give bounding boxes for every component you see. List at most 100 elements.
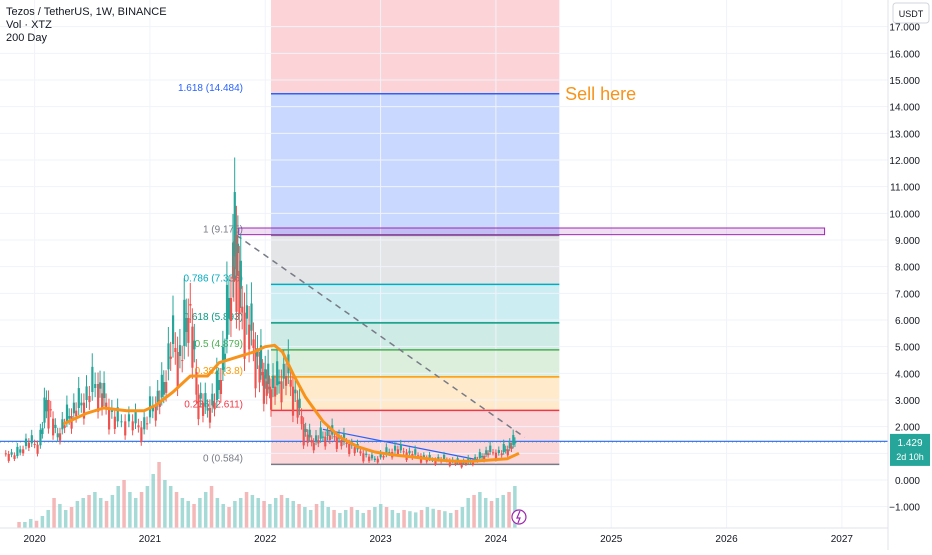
volume-bar (233, 501, 237, 528)
volume-bar (81, 498, 85, 528)
volume-bar (443, 511, 447, 528)
y-tick-label: 7.000 (895, 289, 920, 300)
volume-bar (23, 522, 27, 528)
candle-body (373, 458, 377, 460)
target-box[interactable] (238, 227, 826, 236)
candle-body (298, 398, 301, 408)
symbol-title[interactable]: Tezos / TetherUS, 1W, BINANCE (6, 6, 167, 18)
candle-body (478, 452, 481, 459)
fib-level-label: 0.5 (4.879) (195, 339, 243, 350)
volume-bar (133, 498, 138, 528)
candle-body (176, 352, 179, 387)
volume-legend[interactable]: Vol · XTZ (6, 19, 52, 31)
trend-line[interactable] (235, 234, 526, 438)
volume-bar (110, 495, 115, 528)
candle-body (481, 456, 484, 458)
volume-bar (34, 520, 39, 528)
candle-body (485, 450, 488, 455)
annotation-sell-here[interactable]: Sell here (565, 84, 636, 104)
candle-body (39, 429, 42, 446)
candle-body (16, 446, 19, 456)
candle-body (183, 299, 186, 346)
candle-body (211, 393, 214, 406)
volume-bar (209, 486, 214, 528)
candle-body (22, 449, 25, 454)
volume-bar (437, 510, 441, 528)
candle-body (204, 393, 207, 407)
candle-body (236, 243, 240, 254)
candle-body (88, 396, 91, 403)
fib-zone-extension (271, 93, 560, 236)
volume-bar (466, 498, 470, 528)
volume-bar (332, 510, 336, 528)
candle-body (262, 375, 266, 404)
candle-body (319, 427, 322, 439)
candle-body (199, 392, 202, 399)
volume-bar (448, 513, 453, 528)
volume-bar (384, 507, 389, 528)
candle-body (134, 411, 137, 424)
candle-body (49, 409, 52, 411)
candle-body (414, 449, 417, 455)
candle-body (454, 461, 457, 465)
volume-bar (378, 504, 383, 528)
candle-body (502, 443, 505, 452)
flash-glyph (516, 510, 521, 524)
volume-bar (215, 498, 220, 528)
y-tick-label: 2.000 (895, 423, 920, 434)
candle-body (474, 456, 477, 461)
volume-bar (250, 495, 255, 528)
candle-body (379, 453, 382, 458)
candle-body (146, 423, 149, 425)
volume-bar (297, 504, 301, 528)
volume-bar (93, 492, 97, 528)
volume-bar (507, 492, 511, 528)
volume-bar (314, 504, 319, 528)
event-flash-icon[interactable] (511, 509, 527, 525)
candle-body (178, 345, 182, 356)
chart-legend: Tezos / TetherUS, 1W, BINANCE Vol · XTZ … (6, 6, 167, 45)
fib-level-label: 0.618 (5.893) (184, 312, 244, 323)
candle-body (219, 380, 223, 394)
candle-body (208, 408, 212, 423)
moving-average-line[interactable] (62, 343, 520, 463)
volume-bar (367, 510, 371, 528)
candle-body (428, 454, 431, 459)
candle-body (434, 459, 437, 465)
fib-zone (271, 235, 560, 285)
candle-body (232, 266, 236, 282)
fib-zone (271, 349, 560, 377)
candle-body (85, 386, 88, 400)
volume-bar (139, 492, 144, 528)
x-tick-label: 2027 (831, 534, 854, 545)
volume-bar (186, 501, 190, 528)
volume-bar (256, 498, 260, 528)
candle-body (195, 372, 198, 395)
candle-body (13, 455, 16, 459)
currency-label[interactable]: USDT (899, 9, 924, 19)
candle-body (408, 450, 411, 454)
x-tick-label: 2024 (485, 534, 508, 545)
candle-body (342, 433, 346, 442)
volume-bar (303, 507, 307, 528)
candle-body (335, 437, 338, 449)
currency-button[interactable] (892, 2, 930, 24)
y-tick-label: 11.000 (890, 183, 920, 194)
volume-bar (69, 507, 74, 528)
candle-body (99, 382, 102, 389)
volume-bar (338, 513, 342, 528)
candle-body (215, 370, 219, 400)
y-tick-label: 14.000 (889, 103, 920, 114)
candle-body (54, 424, 57, 428)
candle-body (291, 386, 295, 416)
ma-legend[interactable]: 200 Day (6, 32, 47, 44)
candle-body (156, 390, 159, 403)
candle-body (124, 421, 127, 436)
volume-bar (58, 504, 62, 528)
volume-bar (128, 492, 132, 528)
volume-bar (273, 498, 278, 528)
candle-body (181, 360, 184, 361)
candle-body (189, 304, 192, 306)
